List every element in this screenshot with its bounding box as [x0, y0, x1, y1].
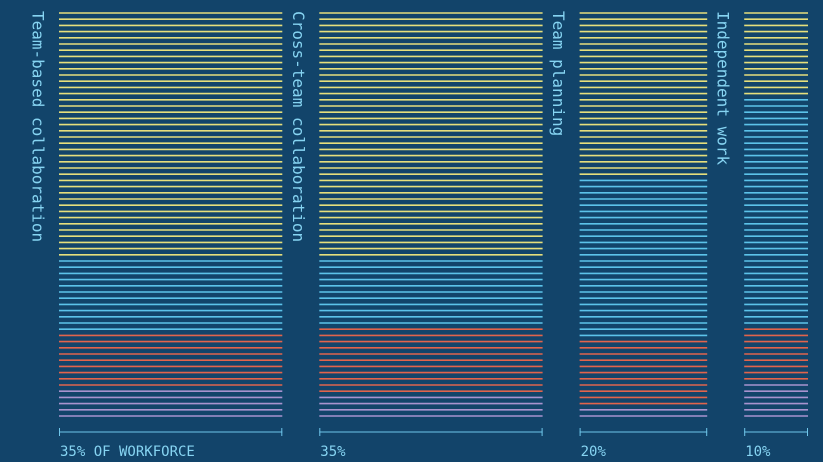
width-bracket — [59, 428, 283, 436]
segment — [319, 12, 543, 256]
segment — [319, 396, 543, 417]
segment — [59, 12, 283, 256]
column-label: Independent work — [714, 11, 733, 165]
segment — [59, 334, 283, 386]
segment — [579, 340, 708, 405]
width-label: 35% OF WORKFORCE — [60, 444, 195, 460]
segment — [744, 328, 808, 380]
segment — [59, 260, 283, 331]
width-bracket — [579, 428, 708, 436]
segment — [59, 390, 283, 417]
width-bracket — [744, 428, 808, 436]
width-label: 35% — [320, 444, 346, 460]
width-label: 20% — [581, 444, 607, 460]
segment — [744, 12, 808, 95]
segment — [744, 384, 808, 417]
width-label: 10% — [745, 444, 771, 460]
column-label: Cross-team collaboration — [289, 11, 308, 242]
segment — [579, 12, 708, 175]
column-label: Team-based collaboration — [29, 11, 48, 242]
width-bracket — [319, 428, 543, 436]
segment — [319, 328, 543, 393]
column-label: Team planning — [549, 11, 568, 136]
segment — [579, 179, 708, 337]
segment — [744, 99, 808, 324]
segment — [319, 260, 543, 324]
segment — [579, 408, 708, 417]
